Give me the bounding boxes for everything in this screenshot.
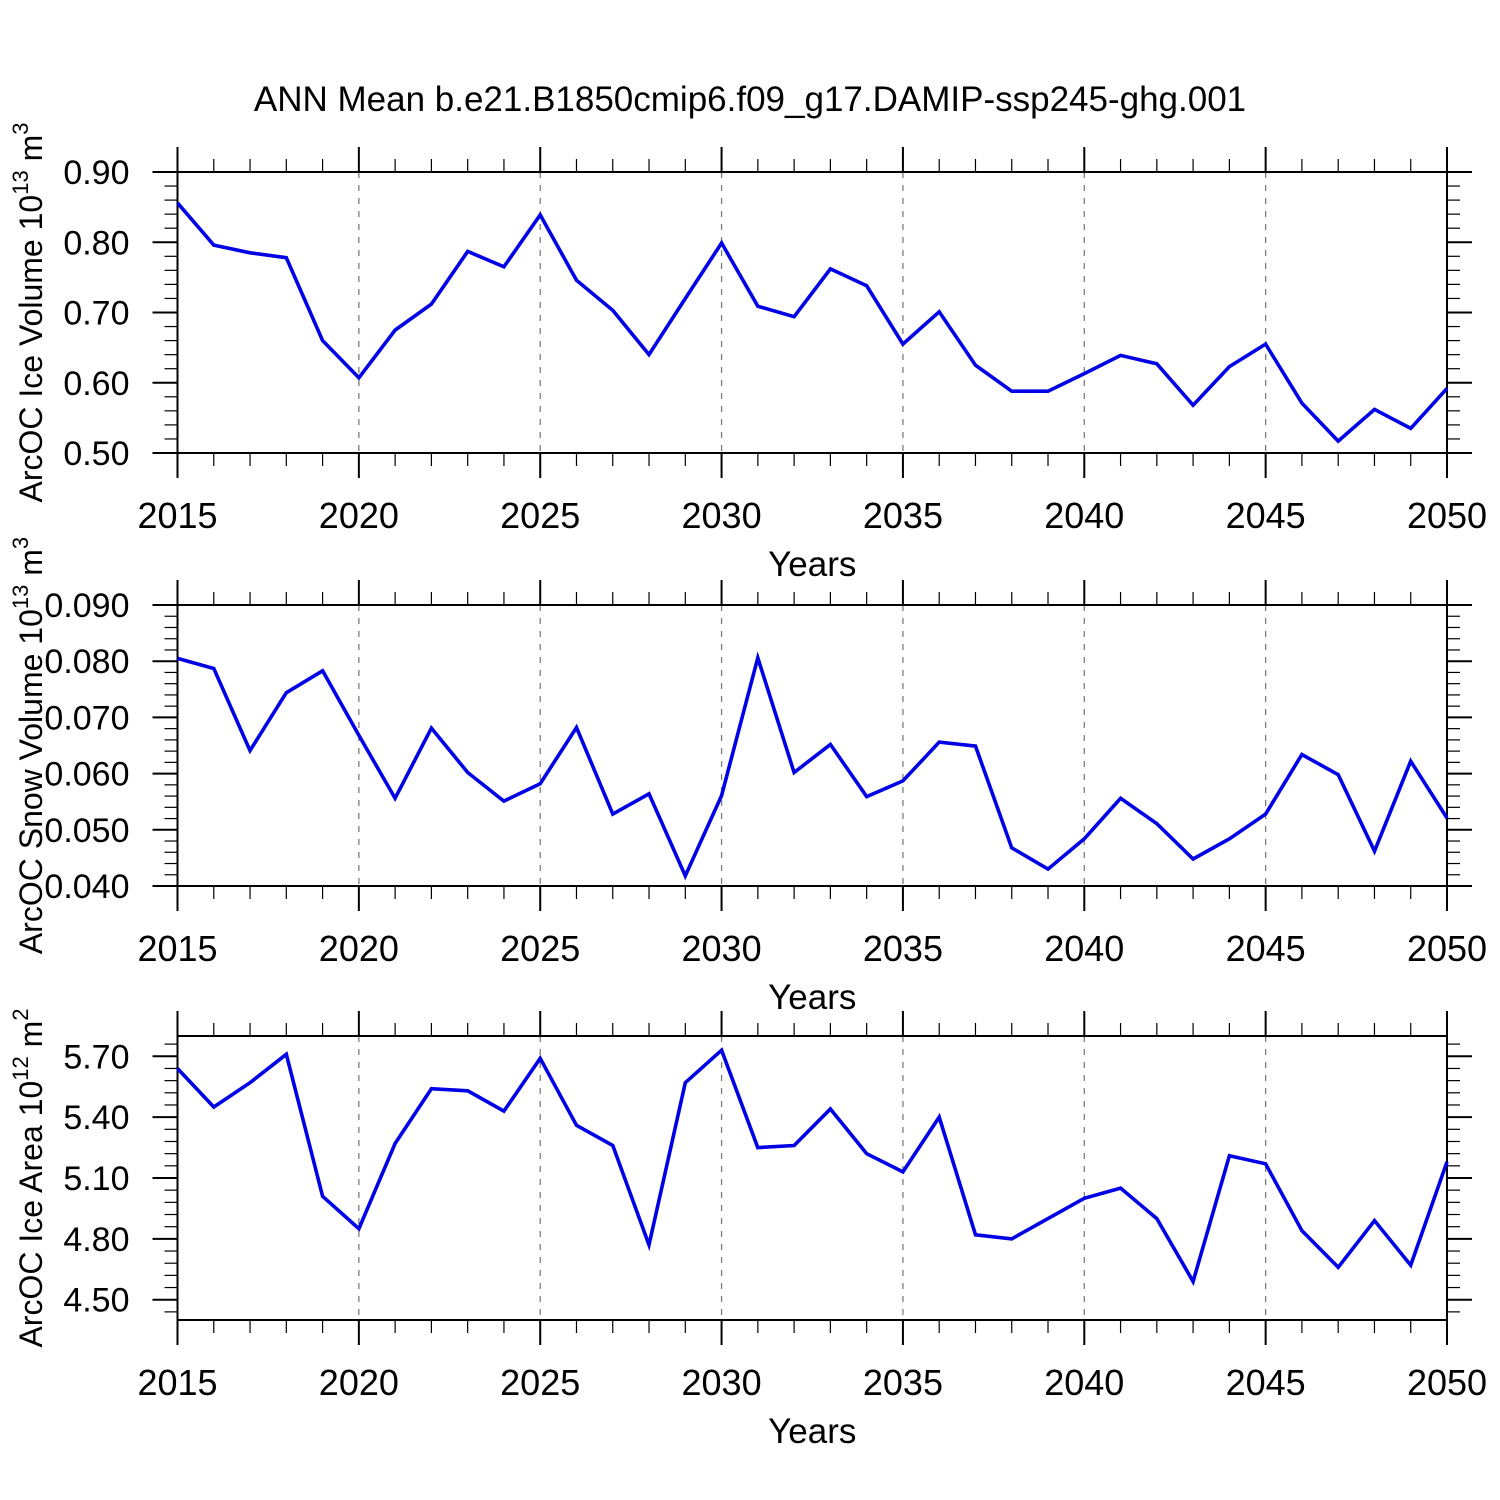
snow-volume-line-series	[177, 651, 1449, 881]
x-tick-label: 2045	[1226, 495, 1306, 536]
snow-volume-panel: 0.040 0.050 0.060 0.070 0.080 0.090 2015 2020 20…	[8, 537, 1487, 1017]
y-tick-label: 0.070	[44, 699, 129, 737]
x-tick-label: 2045	[1226, 928, 1306, 969]
x-tick-label: 2020	[319, 1362, 399, 1403]
plot-frame	[176, 171, 1448, 454]
x-tick-label: 2020	[319, 495, 399, 536]
x-tick-label: 2035	[863, 928, 943, 969]
x-tick-label: 2045	[1226, 1362, 1306, 1403]
x-tick-label: 2040	[1044, 1362, 1124, 1403]
axis-labels: 4.50 4.80 5.10 5.40 5.70 2015 2020 2025 2030 2035…	[8, 1008, 1487, 1451]
y-tick-label: 0.70	[63, 295, 129, 333]
x-tick-label: 2015	[137, 928, 217, 969]
x-tick-label: 2050	[1407, 1362, 1487, 1403]
ticks	[152, 147, 1472, 478]
x-tick-label: 2035	[863, 1362, 943, 1403]
x-tick-label: 2020	[319, 928, 399, 969]
x-tick-label: 2030	[682, 1362, 762, 1403]
ice-volume-line-series	[176, 201, 1449, 444]
y-tick-label: 0.60	[63, 365, 129, 403]
x-tick-label: 2040	[1044, 928, 1124, 969]
x-tick-label: 2025	[500, 1362, 580, 1403]
x-tick-label: 2040	[1044, 495, 1124, 536]
axis-labels: 0.040 0.050 0.060 0.070 0.080 0.090 2015 2020 20…	[8, 537, 1487, 1017]
x-tick-label: 2030	[682, 928, 762, 969]
gridlines	[358, 605, 1267, 886]
gridlines	[358, 1036, 1267, 1320]
axis-labels: 0.50 0.60 0.70 0.80 0.90 2015 2020 2025 2030 2035…	[8, 123, 1487, 584]
plot-frame	[176, 604, 1448, 887]
y-tick-label: 0.80	[63, 224, 129, 262]
y-tick-label: 5.70	[63, 1038, 129, 1076]
y-tick-label: 0.50	[63, 435, 129, 473]
x-tick-label: 2025	[500, 495, 580, 536]
ice-volume-panel: 0.50 0.60 0.70 0.80 0.90 2015 2020 2025 2030 2035…	[8, 123, 1487, 584]
y-tick-label: 4.50	[63, 1282, 129, 1320]
x-tick-label: 2050	[1407, 928, 1487, 969]
x-tick-label: 2030	[682, 495, 762, 536]
ice-area-yaxis-title: ArcOC Ice Area 1012 m2	[8, 1008, 49, 1347]
y-tick-label: 0.090	[44, 587, 129, 625]
y-tick-label: 5.10	[63, 1160, 129, 1198]
ice-volume-yaxis-title: ArcOC Ice Volume 1013 m3	[8, 123, 49, 503]
y-tick-label: 0.060	[44, 756, 129, 794]
y-tick-label: 0.040	[44, 868, 129, 906]
snow-volume-xaxis-title: Years	[768, 978, 856, 1017]
y-tick-label: 0.080	[44, 643, 129, 681]
ticks	[152, 580, 1472, 911]
figure-title: ANN Mean b.e21.B1850cmip6.f09_g17.DAMIP-…	[253, 80, 1247, 119]
ice-area-panel: 4.50 4.80 5.10 5.40 5.70 2015 2020 2025 2030 2035…	[8, 1008, 1487, 1451]
plot-frame	[176, 1035, 1448, 1321]
ice-area-line-series	[176, 1047, 1449, 1287]
y-tick-label: 0.050	[44, 812, 129, 850]
x-tick-label: 2025	[500, 928, 580, 969]
x-tick-label: 2035	[863, 495, 943, 536]
ice-area-xaxis-title: Years	[768, 1412, 856, 1451]
x-tick-label: 2050	[1407, 495, 1487, 536]
y-tick-label: 4.80	[63, 1221, 129, 1259]
x-tick-label: 2015	[137, 1362, 217, 1403]
x-tick-label: 2015	[137, 495, 217, 536]
snow-volume-yaxis-title: ArcOC Snow Volume 1013 m3	[8, 537, 49, 954]
ice-volume-xaxis-title: Years	[768, 545, 856, 584]
gridlines	[358, 172, 1267, 453]
ticks	[152, 1011, 1472, 1345]
y-tick-label: 5.40	[63, 1099, 129, 1137]
y-tick-label: 0.90	[63, 154, 129, 192]
